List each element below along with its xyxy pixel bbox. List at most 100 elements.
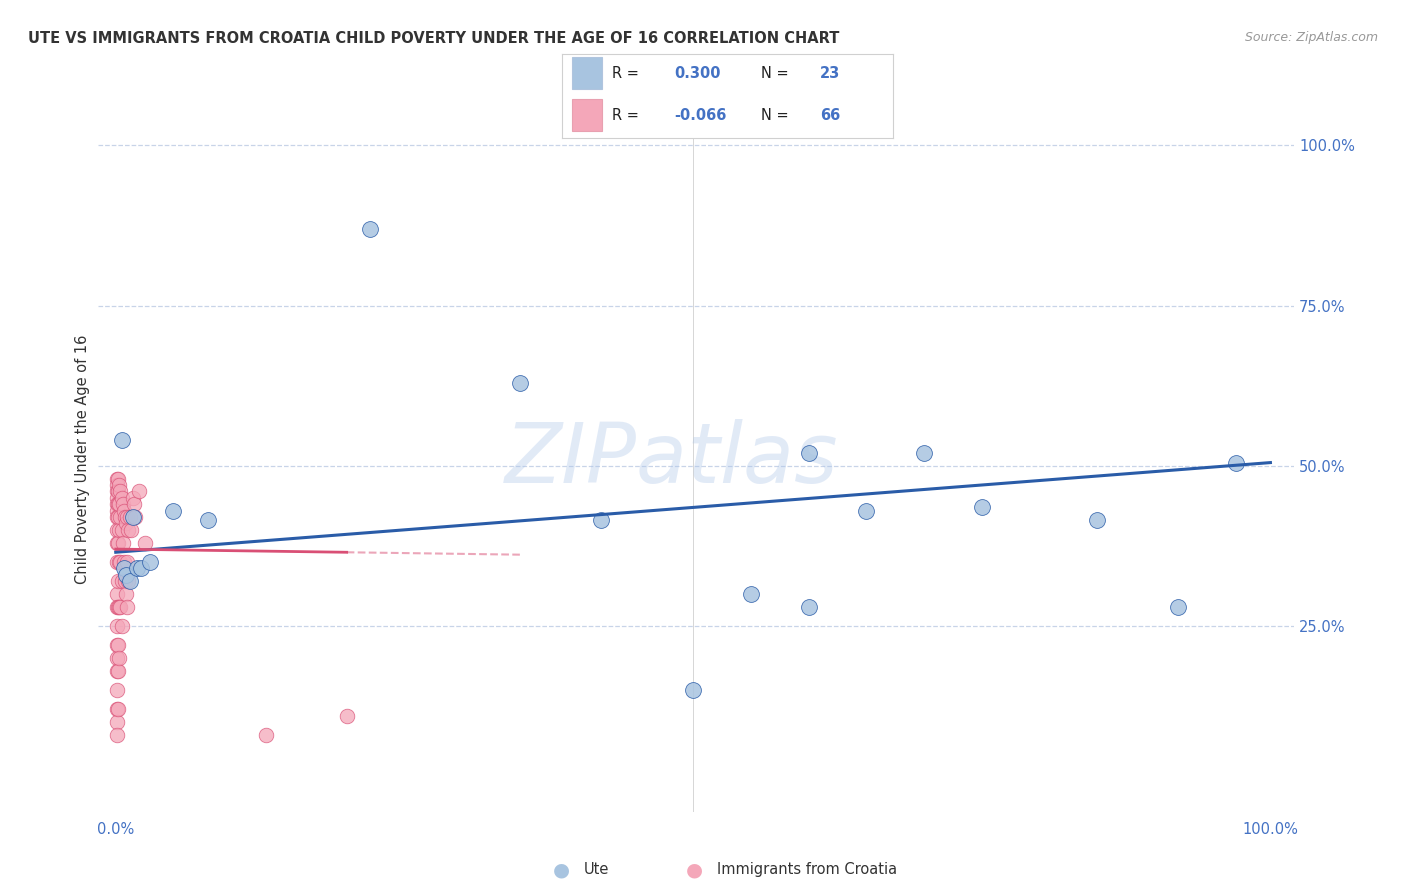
Point [105, 619, 128, 633]
Point [254, 728, 277, 742]
Point [117, 555, 139, 569]
Point [107, 638, 129, 652]
Point [105, 472, 128, 486]
Text: Immigrants from Croatia: Immigrants from Croatia [717, 863, 897, 877]
Point [112, 561, 135, 575]
Point [134, 535, 156, 549]
Text: ●: ● [686, 860, 703, 880]
Point [107, 702, 129, 716]
Point [117, 510, 139, 524]
Text: N =: N = [761, 65, 793, 80]
Point [105, 535, 128, 549]
Point [122, 497, 145, 511]
Point [112, 555, 135, 569]
Point [110, 433, 132, 447]
Point [107, 472, 129, 486]
Point [105, 638, 128, 652]
Point [970, 500, 993, 515]
Point [108, 497, 131, 511]
Text: -0.066: -0.066 [675, 108, 727, 123]
Point [107, 510, 129, 524]
Point [105, 503, 128, 517]
Point [114, 574, 136, 588]
Point [115, 567, 138, 582]
Point [105, 599, 128, 614]
Point [797, 446, 820, 460]
Point [129, 561, 152, 575]
Text: N =: N = [761, 108, 793, 123]
Point [105, 702, 128, 716]
Point [114, 510, 136, 524]
Point [105, 728, 128, 742]
Point [125, 561, 148, 575]
Point [105, 478, 128, 492]
Point [108, 555, 131, 569]
Point [197, 513, 219, 527]
Point [105, 664, 128, 678]
Point [105, 510, 128, 524]
Point [107, 535, 129, 549]
Point [108, 651, 131, 665]
Point [107, 664, 129, 678]
Point [118, 510, 141, 524]
Point [162, 503, 184, 517]
Point [107, 484, 129, 499]
Text: ZIPatlas: ZIPatlas [505, 419, 839, 500]
Point [110, 555, 132, 569]
Point [105, 555, 128, 569]
Point [105, 651, 128, 665]
Point [509, 376, 531, 390]
Point [108, 599, 131, 614]
Point [740, 587, 762, 601]
Point [797, 599, 820, 614]
Point [128, 484, 150, 499]
Point [105, 683, 128, 698]
Point [111, 497, 134, 511]
Point [124, 510, 146, 524]
Point [855, 503, 877, 517]
Point [108, 478, 131, 492]
Point [122, 510, 145, 524]
Bar [572, 57, 602, 89]
Point [589, 513, 612, 527]
Text: 23: 23 [820, 65, 841, 80]
Point [107, 497, 129, 511]
Point [122, 491, 145, 505]
Point [912, 446, 935, 460]
Point [117, 599, 139, 614]
Point [110, 523, 132, 537]
Text: 66: 66 [820, 108, 841, 123]
Text: 0.300: 0.300 [675, 65, 721, 80]
Point [110, 574, 132, 588]
Bar [572, 99, 602, 131]
Point [110, 510, 132, 524]
Point [117, 523, 139, 537]
Point [336, 708, 359, 723]
Point [105, 497, 128, 511]
Point [1085, 513, 1108, 527]
Point [118, 574, 141, 588]
Text: UTE VS IMMIGRANTS FROM CROATIA CHILD POVERTY UNDER THE AGE OF 16 CORRELATION CHA: UTE VS IMMIGRANTS FROM CROATIA CHILD POV… [28, 31, 839, 46]
Point [110, 599, 132, 614]
Point [107, 599, 129, 614]
Text: R =: R = [612, 108, 644, 123]
Point [105, 484, 128, 499]
Point [117, 574, 139, 588]
Point [139, 555, 162, 569]
Y-axis label: Child Poverty Under the Age of 16: Child Poverty Under the Age of 16 [75, 334, 90, 584]
Point [1225, 456, 1247, 470]
Text: ●: ● [553, 860, 569, 880]
Point [115, 516, 138, 531]
Point [105, 587, 128, 601]
Point [111, 535, 134, 549]
Text: Ute: Ute [583, 863, 609, 877]
Text: R =: R = [612, 65, 644, 80]
Point [110, 484, 132, 499]
Point [112, 503, 135, 517]
Point [110, 491, 132, 505]
Point [110, 619, 132, 633]
Text: Source: ZipAtlas.com: Source: ZipAtlas.com [1244, 31, 1378, 45]
Point [108, 523, 131, 537]
Point [105, 523, 128, 537]
Point [105, 491, 128, 505]
